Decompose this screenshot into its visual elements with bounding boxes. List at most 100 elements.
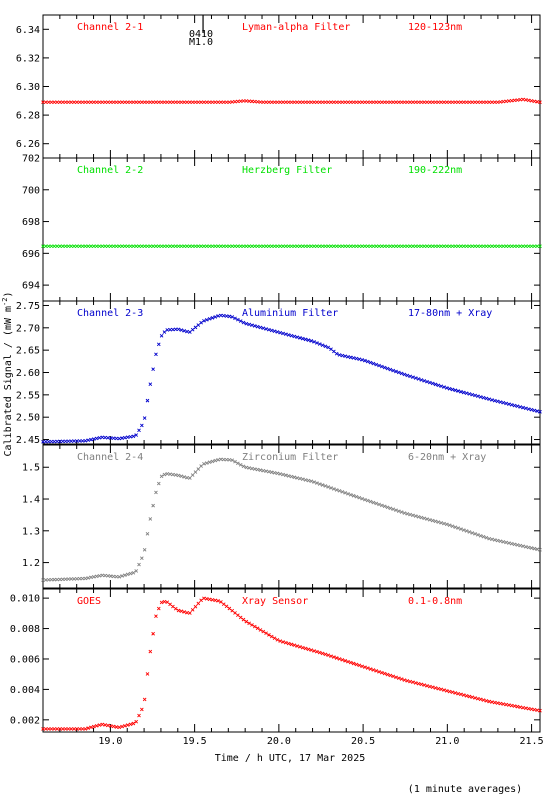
data-point — [75, 727, 79, 731]
data-point — [49, 439, 54, 444]
data-point — [388, 506, 393, 511]
data-point — [535, 244, 539, 249]
data-point — [114, 436, 119, 441]
data-point — [137, 562, 141, 567]
data-point — [171, 472, 175, 477]
data-point — [83, 244, 88, 249]
data-point — [165, 244, 170, 249]
data-point — [123, 100, 127, 105]
data-point — [117, 436, 122, 441]
y-tick-label: 0.010 — [10, 594, 40, 605]
x-tick-label: 21.5 — [520, 736, 544, 747]
data-point — [442, 521, 446, 526]
data-point — [425, 379, 429, 384]
data-point — [252, 624, 257, 629]
y-tick-label: 6.34 — [16, 25, 40, 36]
data-point — [371, 244, 376, 249]
data-point — [461, 693, 466, 697]
data-point — [227, 244, 232, 249]
data-point — [272, 329, 277, 333]
data-point — [123, 723, 127, 728]
footnote: (1 minute averages) — [408, 784, 522, 795]
data-point — [154, 614, 158, 618]
x-tick-label: 20.0 — [267, 736, 291, 747]
data-point — [89, 437, 93, 442]
data-point — [100, 435, 105, 440]
data-point — [219, 457, 223, 462]
data-point — [111, 436, 116, 441]
data-point — [221, 457, 226, 462]
data-point — [323, 652, 328, 657]
data-point — [148, 649, 153, 654]
data-point — [402, 511, 407, 515]
y-tick-label: 1.5 — [22, 463, 40, 474]
data-point — [507, 541, 511, 545]
data-point — [382, 504, 387, 509]
data-point — [365, 359, 370, 364]
data-point — [236, 461, 240, 466]
data-point — [204, 596, 209, 601]
data-point — [388, 367, 393, 372]
data-point — [529, 707, 534, 711]
data-point — [140, 100, 144, 105]
data-point — [501, 702, 506, 706]
data-point — [413, 244, 418, 249]
data-point — [221, 313, 226, 318]
data-point — [298, 476, 302, 481]
data-point — [49, 577, 54, 582]
data-point — [377, 669, 381, 674]
data-point — [66, 727, 71, 731]
data-point — [303, 244, 308, 249]
data-point — [309, 339, 314, 343]
data-point — [159, 100, 164, 105]
data-point — [394, 369, 398, 374]
data-point — [154, 100, 158, 105]
data-point — [247, 322, 251, 327]
data-point — [363, 358, 367, 363]
data-point — [300, 477, 305, 482]
data-point — [60, 727, 65, 731]
data-point — [58, 439, 62, 444]
y-tick-label: 698 — [22, 217, 40, 228]
data-point — [312, 100, 316, 105]
data-point — [267, 633, 271, 637]
data-point — [125, 244, 130, 249]
data-point — [473, 100, 477, 105]
data-point — [340, 244, 345, 249]
panel-frame — [42, 157, 541, 302]
data-point — [140, 707, 144, 712]
data-point — [487, 397, 491, 402]
data-point — [159, 600, 164, 605]
data-point — [447, 244, 452, 249]
data-point — [227, 606, 232, 611]
data-point — [92, 244, 96, 249]
data-point — [202, 318, 206, 323]
data-point — [219, 313, 223, 318]
data-point — [509, 98, 514, 103]
data-point — [329, 486, 333, 490]
data-point — [295, 335, 299, 339]
data-point — [252, 244, 257, 249]
data-point — [250, 323, 254, 327]
data-point — [442, 100, 446, 105]
data-point — [66, 100, 71, 105]
data-point — [128, 722, 133, 727]
data-point — [394, 675, 398, 680]
data-point — [80, 576, 85, 581]
data-point — [436, 520, 441, 524]
data-point — [526, 706, 531, 711]
data-point — [300, 645, 305, 650]
data-point — [114, 100, 119, 105]
data-point — [255, 244, 260, 249]
series-2 — [41, 244, 542, 249]
data-point — [103, 100, 107, 105]
data-point — [411, 375, 415, 380]
data-point — [190, 244, 195, 249]
data-point — [255, 626, 260, 631]
data-point — [154, 490, 158, 495]
y-tick-label: 1.3 — [22, 526, 40, 537]
data-point — [442, 244, 446, 249]
data-point — [69, 439, 74, 443]
data-point — [128, 571, 133, 576]
data-point — [238, 99, 243, 104]
